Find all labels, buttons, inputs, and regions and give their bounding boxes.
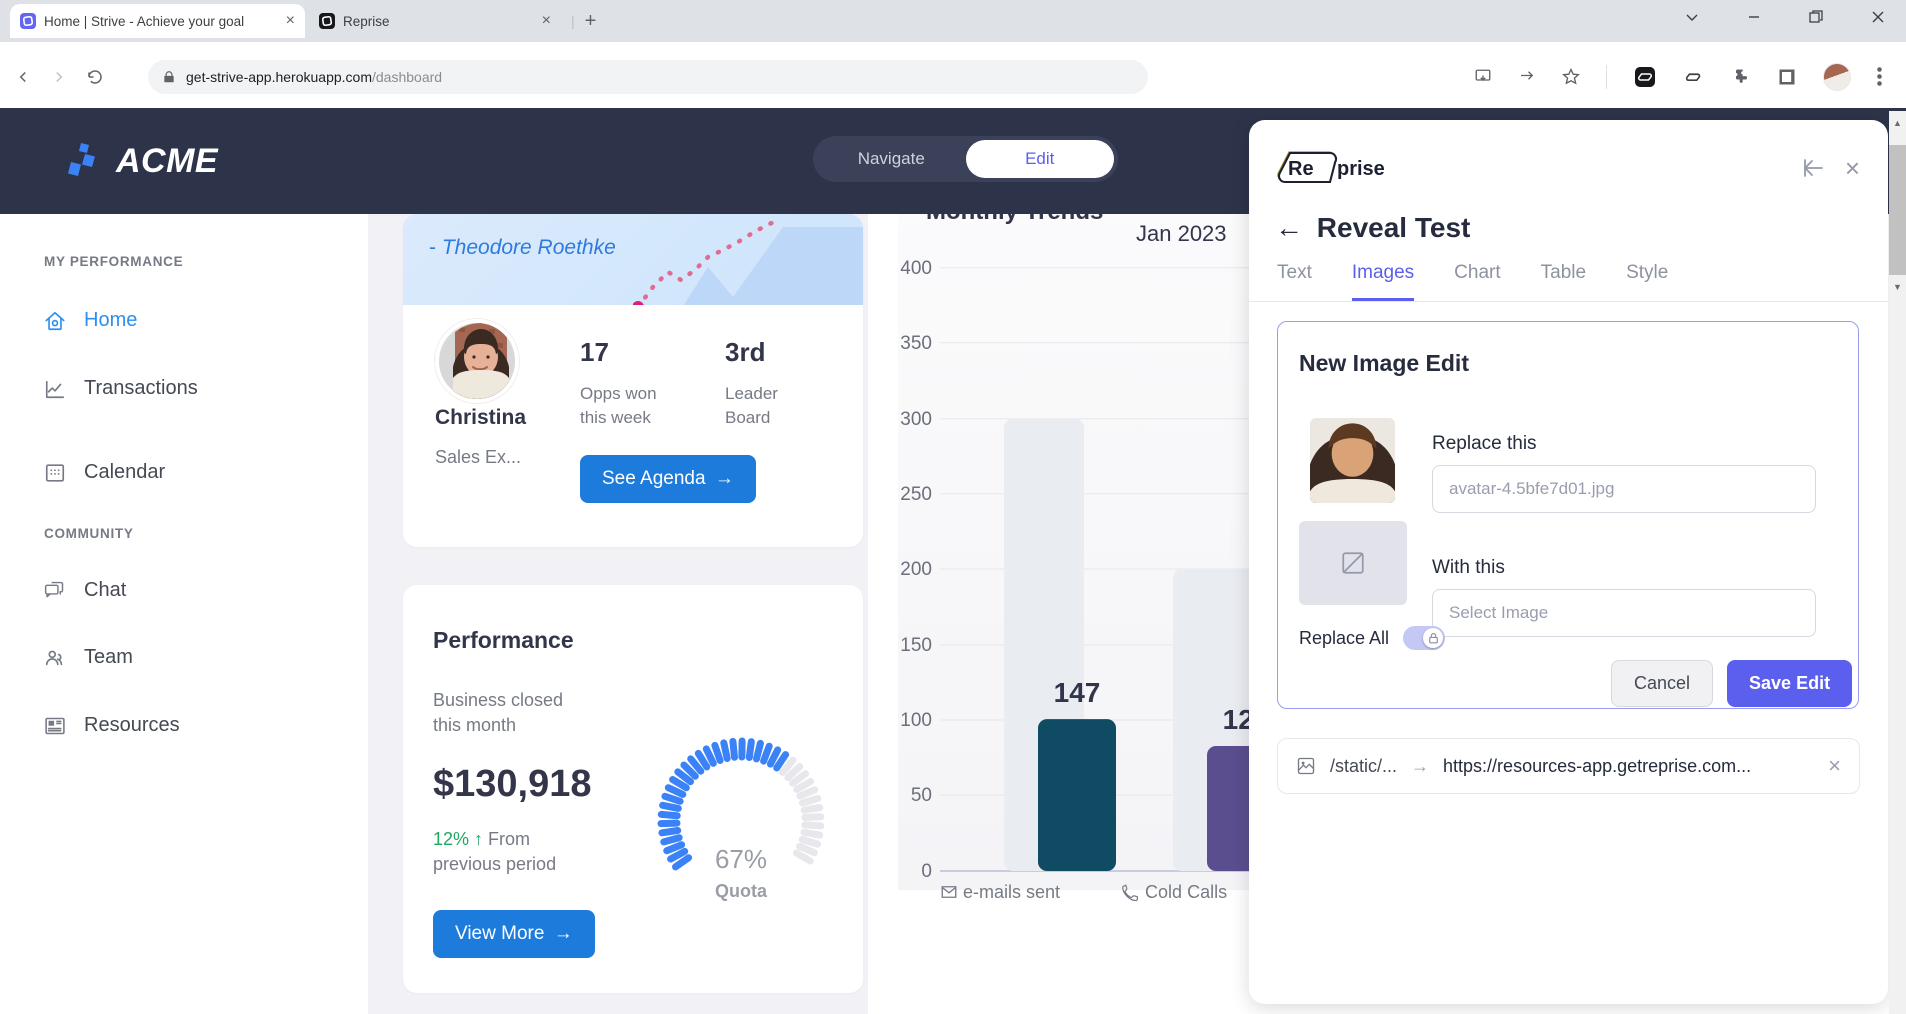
svg-text:250: 250 <box>900 484 932 505</box>
svg-text:Re: Re <box>1288 158 1314 180</box>
svg-text:400: 400 <box>900 258 932 279</box>
svg-text:150: 150 <box>900 635 932 656</box>
svg-text:350: 350 <box>900 333 932 354</box>
svg-text:prise: prise <box>1337 158 1385 180</box>
svg-text:50: 50 <box>911 785 932 806</box>
svg-text:100: 100 <box>900 710 932 731</box>
svg-text:0: 0 <box>921 861 932 882</box>
svg-text:300: 300 <box>900 409 932 430</box>
svg-text:147: 147 <box>1054 677 1101 708</box>
svg-text:200: 200 <box>900 559 932 580</box>
